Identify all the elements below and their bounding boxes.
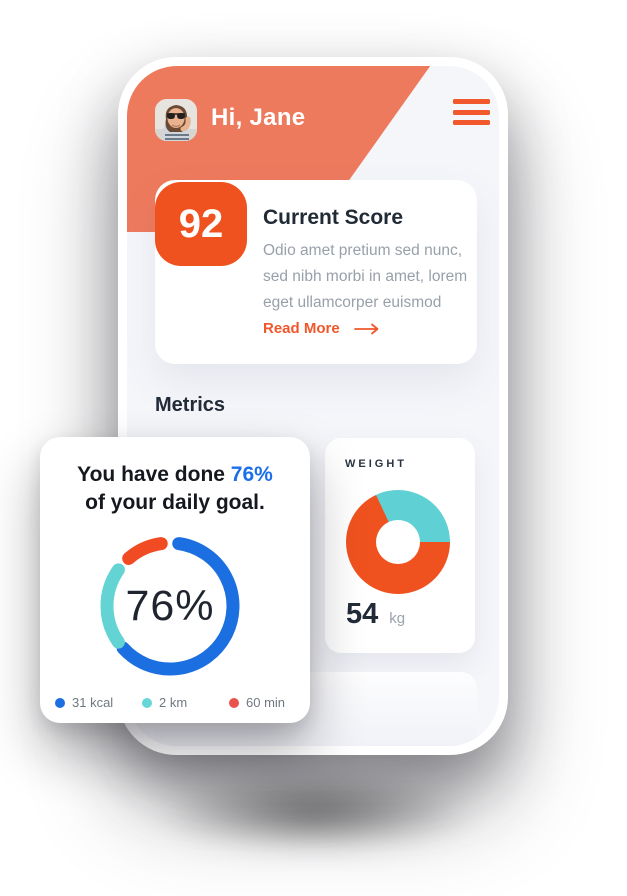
phone-mockup: Hi, Jane 92 Current Score Odio amet pret… bbox=[118, 57, 508, 755]
weight-value: 54 bbox=[346, 598, 379, 630]
profile-photo-icon bbox=[155, 99, 197, 141]
hamburger-bar bbox=[453, 109, 490, 115]
goal-title-highlight: 76% bbox=[230, 463, 273, 486]
description-line: sed nibh morbi in amet, lorem bbox=[263, 268, 468, 285]
goal-title: You have done 76% of your daily goal. bbox=[40, 461, 310, 517]
metrics-section-title: Metrics bbox=[155, 394, 226, 416]
hamburger-bar bbox=[453, 120, 490, 125]
current-score-card: 92 Current Score Odio amet pretium sed n… bbox=[155, 180, 477, 364]
score-badge: 92 bbox=[155, 182, 247, 266]
weight-card-label: WEIGHT bbox=[345, 458, 407, 470]
arrow-right-icon bbox=[353, 323, 379, 334]
weight-donut-chart bbox=[346, 490, 450, 594]
avatar[interactable] bbox=[155, 99, 197, 141]
score-card-title: Current Score bbox=[263, 206, 404, 229]
legend-label: 60 min bbox=[246, 695, 286, 710]
weight-unit: kg bbox=[389, 610, 406, 627]
goal-legend: 31 kcal 2 km 60 min bbox=[40, 695, 310, 710]
greeting-text: Hi, Jane bbox=[211, 104, 306, 131]
weight-value-row: 54 kg bbox=[346, 598, 405, 631]
description-line: eget ullamcorper euismod bbox=[263, 294, 442, 311]
goal-title-line2: of your daily goal. bbox=[85, 491, 265, 514]
goal-title-prefix: You have done bbox=[77, 463, 231, 486]
score-card-description: Odio amet pretium sed nunc, sed nibh mor… bbox=[263, 238, 468, 316]
phone-screen: Hi, Jane 92 Current Score Odio amet pret… bbox=[127, 66, 499, 746]
goal-progress-ring: 76% bbox=[95, 531, 245, 681]
legend-item: 31 kcal bbox=[55, 695, 142, 710]
hamburger-menu-icon[interactable] bbox=[453, 99, 490, 125]
daily-goal-card: You have done 76% of your daily goal. 76… bbox=[40, 437, 310, 723]
read-more-label: Read More bbox=[263, 320, 340, 337]
legend-dot bbox=[142, 697, 152, 708]
legend-dot bbox=[229, 697, 239, 708]
legend-item: 2 km bbox=[142, 695, 229, 710]
legend-label: 31 kcal bbox=[72, 695, 114, 710]
legend-item: 60 min bbox=[229, 695, 285, 710]
phone-ground-shadow bbox=[95, 762, 535, 872]
hamburger-bar bbox=[453, 99, 490, 104]
legend-dot bbox=[55, 697, 65, 708]
description-line: Odio amet pretium sed nunc, bbox=[263, 242, 463, 259]
goal-center-label: 76% bbox=[125, 581, 215, 630]
weight-card: WEIGHT 54 kg bbox=[325, 438, 475, 653]
legend-label: 2 km bbox=[159, 695, 188, 710]
goal-ring-chart bbox=[100, 537, 240, 676]
read-more-link[interactable]: Read More bbox=[263, 320, 380, 337]
donut-hole bbox=[376, 520, 420, 564]
